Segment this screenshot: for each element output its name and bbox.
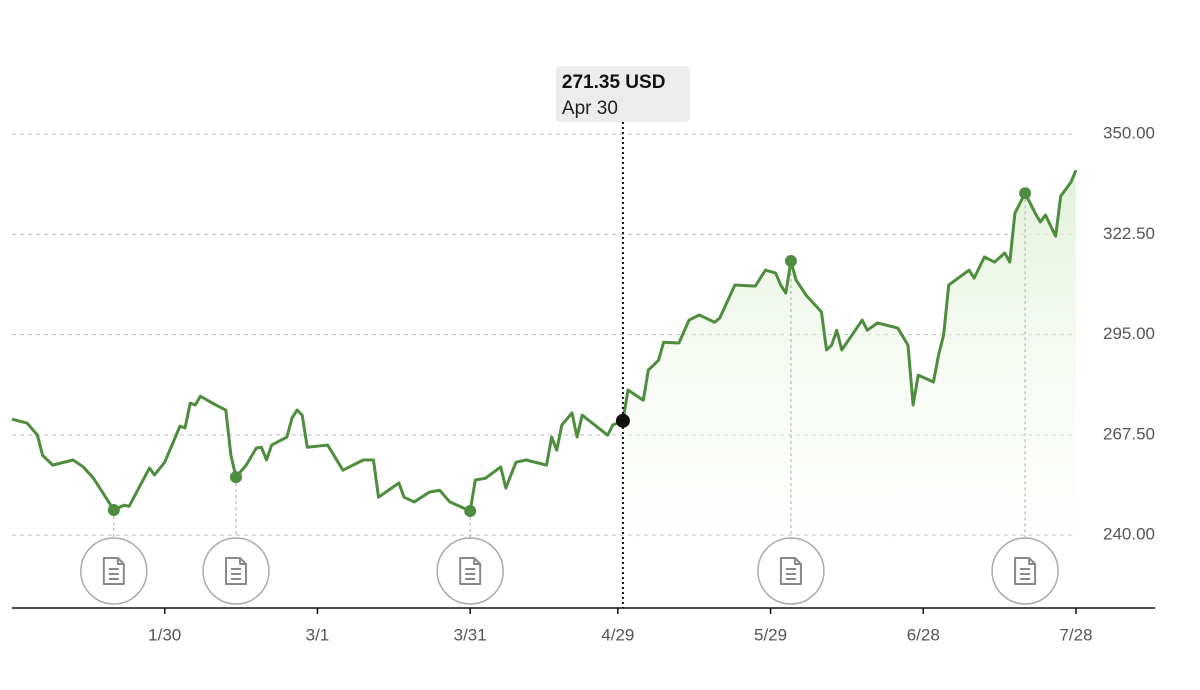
event-dot: [107, 503, 120, 516]
doc-icon-lines: [231, 568, 241, 580]
event-icon-circle: [436, 537, 504, 605]
doc-icon: [102, 557, 125, 585]
doc-icon: [1014, 557, 1037, 585]
x-tick-label: 7/28: [1059, 625, 1092, 644]
doc-icon-lines: [108, 568, 119, 580]
y-tick-label: 322.50: [1103, 224, 1155, 243]
doc-icon-lines: [465, 568, 476, 580]
tooltip-date: Apr 30: [562, 98, 618, 119]
doc-icon-lines: [1020, 568, 1031, 580]
x-tick-label: 3/31: [454, 625, 487, 644]
x-tick-label: 5/29: [754, 625, 787, 644]
y-tick-label: 240.00: [1103, 525, 1155, 544]
doc-icon: [779, 557, 802, 585]
event-icon-circle: [757, 537, 825, 605]
doc-icon: [225, 557, 247, 585]
event-icon: [80, 537, 148, 605]
tooltip-dot: [615, 413, 630, 428]
event-icon: [757, 537, 825, 605]
event-icon-circle: [991, 537, 1059, 605]
event-dot: [784, 254, 797, 267]
y-tick-label: 267.50: [1103, 424, 1155, 443]
event-dot: [464, 505, 477, 518]
doc-icon: [459, 557, 482, 585]
doc-icon-lines: [785, 568, 796, 580]
tooltip-box: [555, 66, 690, 122]
x-tick-label: 4/29: [601, 625, 634, 644]
event-icon: [436, 537, 504, 605]
event-dot: [1019, 187, 1032, 200]
price-line: [11, 169, 1078, 513]
x-tick-label: 3/1: [306, 625, 330, 644]
x-tick-label: 6/28: [907, 625, 940, 644]
hover-fill: [622, 170, 1076, 609]
tooltip-value: 271.35 USD: [562, 72, 666, 93]
event-icon-circle: [202, 537, 270, 605]
y-tick-label: 295.00: [1103, 324, 1155, 343]
event-icon: [991, 537, 1059, 605]
event-icon-circle: [80, 537, 148, 605]
y-tick-label: 350.00: [1103, 124, 1155, 143]
x-tick-label: 1/30: [148, 625, 181, 644]
event-dot: [230, 471, 242, 484]
event-icon: [202, 537, 270, 605]
